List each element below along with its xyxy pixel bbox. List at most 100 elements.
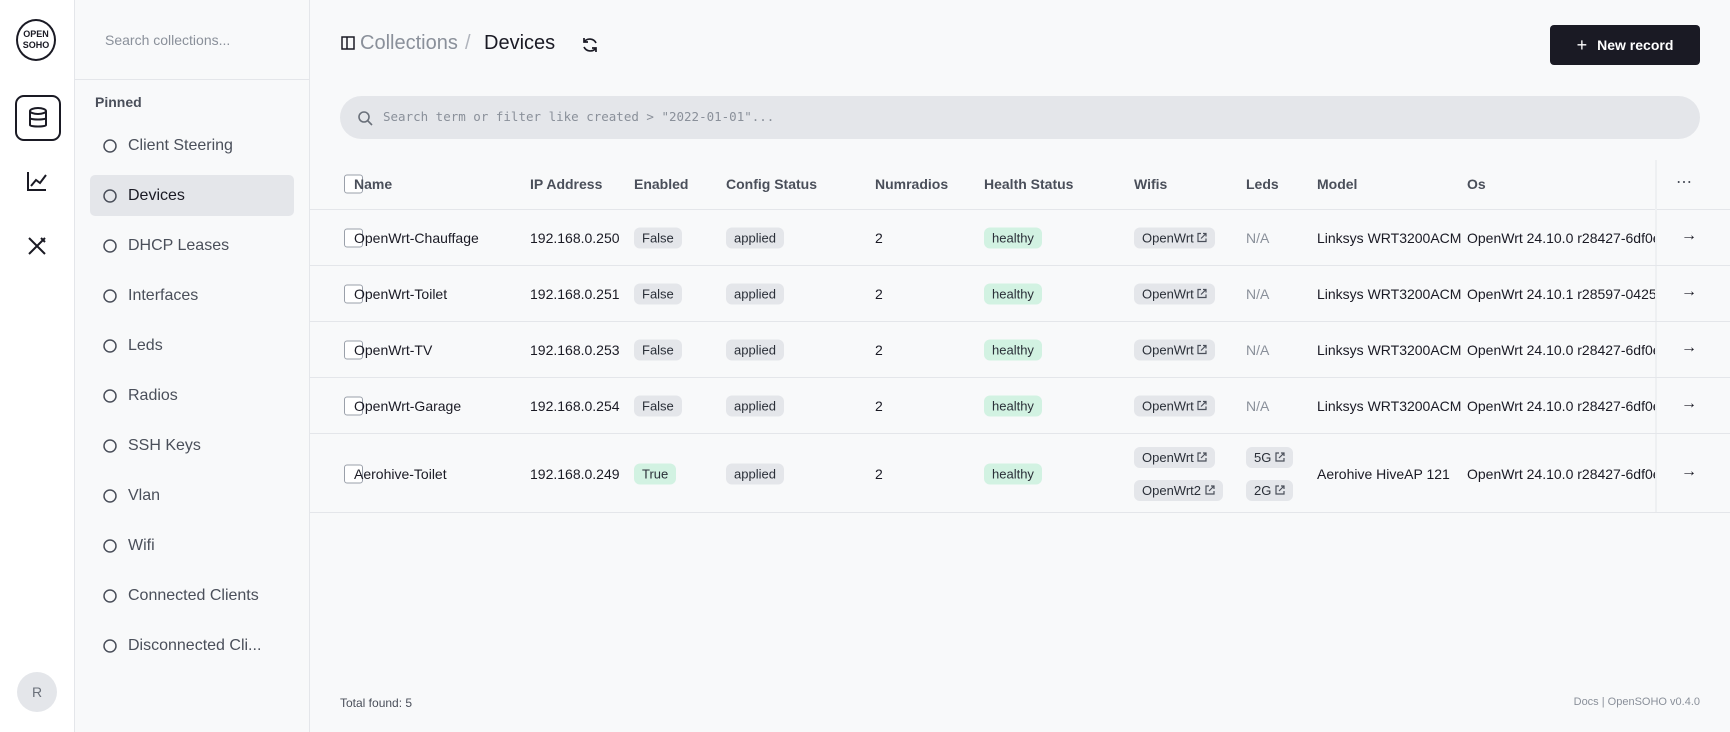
wifi-link[interactable]: OpenWrt2 bbox=[1134, 479, 1223, 501]
footer-links: Docs | OpenSOHO v0.4.0 bbox=[1574, 696, 1700, 708]
column-header[interactable]: IP Address bbox=[530, 176, 603, 192]
version[interactable]: OpenSOHO v0.4.0 bbox=[1607, 696, 1700, 708]
row-checkbox[interactable] bbox=[344, 284, 363, 304]
nav-item[interactable]: Vlan bbox=[90, 475, 294, 516]
nav-icon bbox=[103, 388, 117, 403]
row-line bbox=[310, 433, 1730, 434]
nav-icon bbox=[103, 238, 117, 253]
cell-leds: N/A bbox=[1246, 286, 1270, 302]
pill-config: applied bbox=[726, 463, 784, 484]
column-header[interactable]: Model bbox=[1317, 176, 1358, 192]
header-line bbox=[310, 209, 1730, 210]
pill-config: applied bbox=[726, 339, 784, 361]
more-menu[interactable]: ⋯ bbox=[1676, 174, 1692, 191]
wifi-link[interactable]: OpenWrt bbox=[1134, 283, 1216, 305]
sidebar: Search collections... Pinned Client Stee… bbox=[75, 0, 310, 732]
pill-enabled: False bbox=[634, 395, 682, 417]
row-checkbox[interactable] bbox=[344, 396, 363, 416]
new-record-button[interactable]: + New record bbox=[1550, 25, 1700, 65]
row-open[interactable]: → bbox=[1681, 227, 1697, 244]
column-header[interactable]: Os bbox=[1467, 176, 1486, 192]
row-open[interactable]: → bbox=[1681, 462, 1697, 480]
nav-item[interactable]: Interfaces bbox=[90, 275, 294, 316]
cell-numradios: 2 bbox=[875, 286, 883, 302]
nav-label: Interfaces bbox=[128, 286, 199, 304]
nav-icon bbox=[103, 538, 117, 553]
logo[interactable]: OPEN SOHO bbox=[16, 19, 56, 61]
breadcrumb-parent[interactable]: Collections bbox=[360, 32, 458, 54]
nav-item[interactable]: Devices bbox=[90, 175, 294, 216]
collections-icon[interactable] bbox=[15, 95, 61, 141]
select-all[interactable] bbox=[344, 174, 363, 194]
db-icon bbox=[29, 107, 47, 128]
column-header[interactable]: Config Status bbox=[726, 176, 817, 192]
wifi-link[interactable]: OpenWrt bbox=[1134, 339, 1216, 361]
nav-label: Disconnected Cli... bbox=[128, 636, 262, 654]
nav-label: Leds bbox=[128, 336, 163, 354]
cell-enabled: True bbox=[634, 463, 677, 484]
nav-item[interactable]: Connected Clients bbox=[90, 575, 294, 616]
row-checkbox[interactable] bbox=[344, 228, 363, 248]
row-open[interactable]: → bbox=[1681, 395, 1697, 412]
cell-name: OpenWrt-Garage bbox=[354, 398, 462, 414]
cell-model: Linksys WRT3200ACM bbox=[1317, 230, 1462, 246]
cell-health: healthy bbox=[984, 463, 1042, 484]
nav-icon bbox=[103, 488, 117, 503]
row-checkbox[interactable] bbox=[344, 340, 363, 360]
led-link[interactable]: 2G bbox=[1246, 479, 1293, 501]
cell-health: healthy bbox=[984, 395, 1042, 417]
row-open[interactable]: → bbox=[1681, 339, 1697, 356]
docs-link[interactable]: Docs bbox=[1573, 696, 1599, 708]
nav-icon bbox=[103, 138, 117, 153]
collection-search[interactable]: Search collections... bbox=[105, 32, 231, 48]
nav-item[interactable]: Client Steering bbox=[90, 125, 294, 166]
column-header[interactable]: Wifis bbox=[1134, 176, 1168, 192]
nav-icon bbox=[103, 188, 117, 203]
led-link[interactable]: 5G bbox=[1246, 446, 1293, 468]
nav-label: SSH Keys bbox=[128, 436, 201, 454]
cell-enabled: False bbox=[634, 339, 682, 361]
cell-wifis: OpenWrt OpenWrt2 bbox=[1134, 446, 1223, 501]
cell-model: Linksys WRT3200ACM bbox=[1317, 398, 1462, 414]
nav-item[interactable]: Disconnected Cli... bbox=[90, 625, 294, 666]
wifi-link[interactable]: OpenWrt bbox=[1134, 446, 1216, 468]
external-icon bbox=[1205, 484, 1215, 495]
cell-enabled: False bbox=[634, 227, 682, 249]
row-open[interactable]: → bbox=[1681, 283, 1697, 300]
nav-item[interactable]: Radios bbox=[90, 375, 294, 416]
search-bar[interactable]: Search term or filter like created > "20… bbox=[340, 96, 1700, 139]
tools-icon[interactable] bbox=[26, 235, 48, 257]
column-header[interactable]: Name bbox=[354, 176, 393, 192]
cell-config: applied bbox=[726, 395, 784, 417]
sticky-divider bbox=[1655, 160, 1657, 512]
column-header[interactable]: Leds bbox=[1246, 176, 1279, 192]
nav-item[interactable]: SSH Keys bbox=[90, 425, 294, 466]
nav-item[interactable]: DHCP Leases bbox=[90, 225, 294, 266]
row-checkbox[interactable] bbox=[344, 464, 363, 483]
total-count: 5 bbox=[405, 696, 413, 710]
nav-item[interactable]: Leds bbox=[90, 325, 294, 366]
cell-config: applied bbox=[726, 463, 784, 484]
external-icon bbox=[1197, 288, 1208, 299]
pill-enabled: False bbox=[634, 227, 682, 249]
section-label: Pinned bbox=[95, 94, 142, 110]
pill-health: healthy bbox=[984, 283, 1042, 305]
search-icon bbox=[358, 111, 373, 126]
column-header[interactable]: Health Status bbox=[984, 176, 1074, 192]
pill-enabled: False bbox=[634, 283, 682, 305]
cell-os: OpenWrt 24.10.0 r28427-6df0e3 bbox=[1467, 465, 1655, 482]
nav-icon bbox=[103, 338, 117, 353]
refresh-icon[interactable] bbox=[581, 36, 599, 54]
avatar[interactable]: R bbox=[17, 672, 57, 712]
nav-item[interactable]: Wifi bbox=[90, 525, 294, 566]
wifi-link[interactable]: OpenWrt bbox=[1134, 395, 1216, 417]
link-text: OpenWrt bbox=[1142, 449, 1194, 465]
nav-icon bbox=[103, 588, 117, 603]
cell-health: healthy bbox=[984, 339, 1042, 361]
column-header[interactable]: Enabled bbox=[634, 176, 689, 192]
chart-icon[interactable] bbox=[26, 170, 48, 192]
column-header[interactable]: Numradios bbox=[875, 176, 949, 192]
row-line bbox=[310, 265, 1730, 266]
wifi-link[interactable]: OpenWrt bbox=[1134, 227, 1216, 249]
